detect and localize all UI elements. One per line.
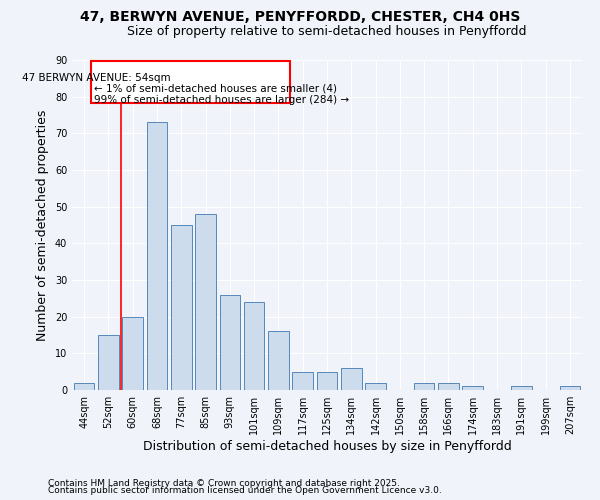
- Bar: [195, 214, 216, 390]
- Bar: [244, 302, 265, 390]
- Bar: [122, 316, 143, 390]
- Bar: [171, 225, 191, 390]
- Bar: [560, 386, 580, 390]
- X-axis label: Distribution of semi-detached houses by size in Penyffordd: Distribution of semi-detached houses by …: [143, 440, 511, 453]
- Title: Size of property relative to semi-detached houses in Penyffordd: Size of property relative to semi-detach…: [127, 25, 527, 38]
- Bar: [463, 386, 483, 390]
- Bar: [220, 294, 240, 390]
- Bar: [365, 382, 386, 390]
- Text: 47 BERWYN AVENUE: 54sqm: 47 BERWYN AVENUE: 54sqm: [22, 73, 170, 83]
- Text: 47, BERWYN AVENUE, PENYFFORDD, CHESTER, CH4 0HS: 47, BERWYN AVENUE, PENYFFORDD, CHESTER, …: [80, 10, 520, 24]
- Text: 99% of semi-detached houses are larger (284) →: 99% of semi-detached houses are larger (…: [94, 95, 349, 105]
- Bar: [414, 382, 434, 390]
- Bar: [268, 332, 289, 390]
- Bar: [438, 382, 459, 390]
- Y-axis label: Number of semi-detached properties: Number of semi-detached properties: [36, 110, 49, 340]
- Text: Contains public sector information licensed under the Open Government Licence v3: Contains public sector information licen…: [48, 486, 442, 495]
- Bar: [317, 372, 337, 390]
- Bar: [292, 372, 313, 390]
- Bar: [98, 335, 119, 390]
- Bar: [146, 122, 167, 390]
- Bar: [341, 368, 362, 390]
- Text: Contains HM Land Registry data © Crown copyright and database right 2025.: Contains HM Land Registry data © Crown c…: [48, 478, 400, 488]
- Bar: [74, 382, 94, 390]
- Bar: [511, 386, 532, 390]
- FancyBboxPatch shape: [91, 61, 290, 104]
- Text: ← 1% of semi-detached houses are smaller (4): ← 1% of semi-detached houses are smaller…: [94, 84, 337, 94]
